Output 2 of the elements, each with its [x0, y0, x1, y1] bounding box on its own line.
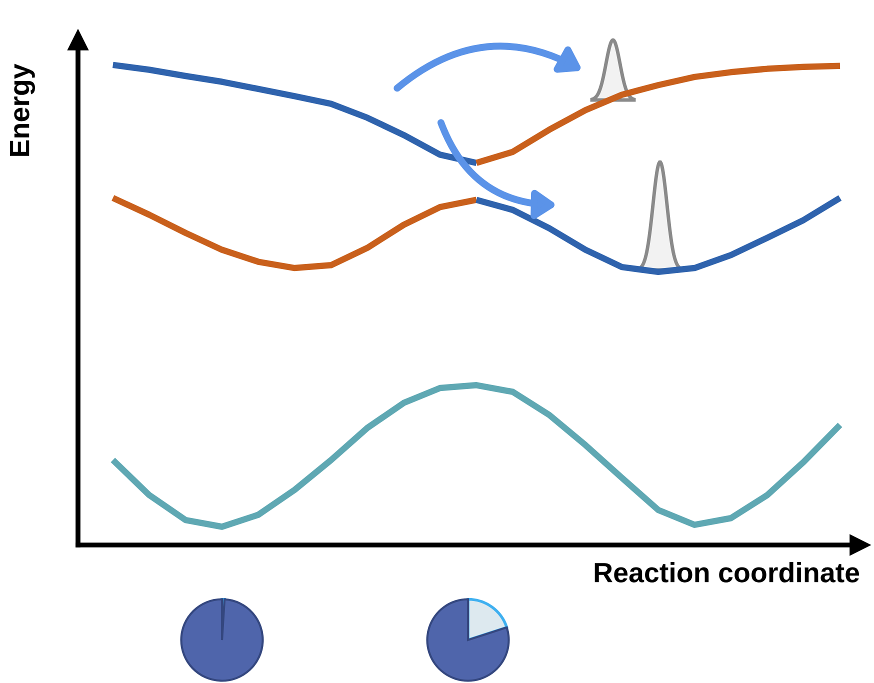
y-axis-title: Energy	[10, 64, 35, 156]
x-axis-title: Reaction coordinate	[594, 562, 860, 582]
